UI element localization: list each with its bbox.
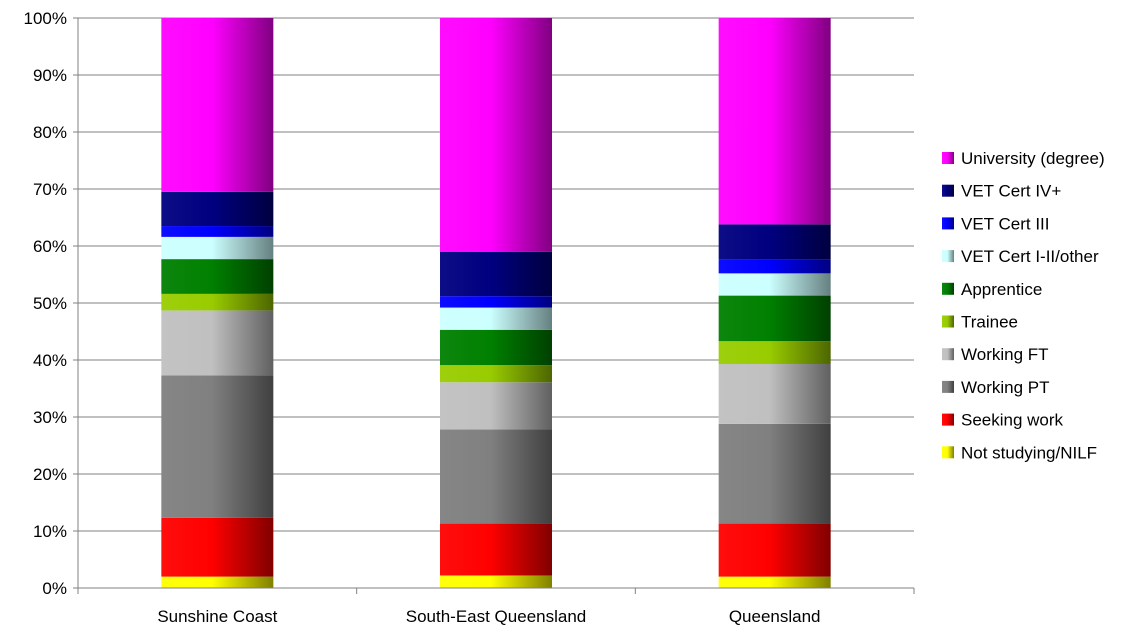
legend-swatch — [942, 380, 954, 393]
bar-segment — [718, 523, 831, 577]
y-tick-label: 60% — [33, 237, 67, 256]
bar-segment — [718, 423, 831, 524]
bar-segment — [718, 363, 831, 424]
bar-segment — [161, 293, 274, 311]
bar-segment — [718, 259, 831, 274]
bar-segment — [161, 576, 274, 588]
bars — [161, 18, 831, 588]
legend-label: Apprentice — [961, 280, 1042, 299]
legend-swatch — [942, 348, 954, 361]
axes — [77, 18, 915, 594]
y-tick-label: 70% — [33, 180, 67, 199]
legend-swatch — [942, 446, 954, 459]
x-category-label: Queensland — [729, 607, 821, 626]
bar-segment — [440, 575, 552, 588]
bar-segment — [718, 273, 831, 296]
legend-label: VET Cert I-II/other — [961, 247, 1099, 266]
y-axis-ticks: 0% 10% 20% 30% 40% 50% 60% 70% 80% 90% 100% — [24, 9, 78, 598]
y-tick-label: 50% — [33, 294, 67, 313]
y-tick-label: 80% — [33, 123, 67, 142]
y-tick-label: 100% — [24, 9, 67, 28]
x-axis-labels: Sunshine Coast South-East Queensland Queen… — [157, 607, 820, 626]
legend-swatch — [942, 250, 954, 263]
legend-label: Working PT — [961, 378, 1050, 397]
bar-segment — [161, 375, 274, 518]
bar-segment — [440, 429, 552, 524]
legend-swatch — [942, 413, 954, 426]
x-category-label: Sunshine Coast — [157, 607, 277, 626]
bar-segment — [161, 259, 274, 294]
y-tick-label: 90% — [33, 66, 67, 85]
bar-segment — [440, 307, 552, 330]
legend-swatch — [942, 282, 954, 295]
bar-segment — [440, 329, 552, 366]
legend-label: Working FT — [961, 345, 1049, 364]
y-tick-label: 40% — [33, 351, 67, 370]
legend-label: VET Cert IV+ — [961, 182, 1061, 201]
y-tick-label: 30% — [33, 408, 67, 427]
bar-segment — [440, 382, 552, 430]
x-category-label: South-East Queensland — [406, 607, 587, 626]
bar-segment — [161, 517, 274, 577]
bar-segment — [161, 191, 274, 227]
legend-swatch — [942, 217, 954, 230]
bar-segment — [440, 523, 552, 576]
legend-label: Trainee — [961, 313, 1018, 332]
legend-swatch — [942, 184, 954, 197]
bar-segment — [718, 295, 831, 342]
bar-segment — [718, 576, 831, 588]
legend-label: Seeking work — [961, 411, 1064, 430]
bar-segment — [440, 296, 552, 308]
bar-segment — [161, 236, 274, 260]
y-tick-label: 0% — [42, 579, 67, 598]
bar-segment — [161, 18, 274, 192]
legend-swatch — [942, 315, 954, 328]
bar-segment — [440, 251, 552, 297]
legend-swatch — [942, 152, 954, 164]
bar-segment — [161, 310, 274, 376]
bar-segment — [718, 224, 831, 260]
bar-segment — [440, 365, 552, 383]
bar-segment — [440, 18, 552, 252]
y-tick-label: 20% — [33, 465, 67, 484]
legend-label: VET Cert III — [961, 214, 1050, 233]
legend-label: University (degree) — [961, 149, 1105, 168]
bar-segment — [718, 18, 831, 225]
legend: University (degree) VET Cert IV+ VET Cert … — [942, 149, 1105, 462]
bar-segment — [718, 341, 831, 364]
bar-segment — [161, 226, 274, 237]
legend-label: Not studying/NILF — [961, 443, 1097, 462]
y-tick-label: 10% — [33, 522, 67, 541]
